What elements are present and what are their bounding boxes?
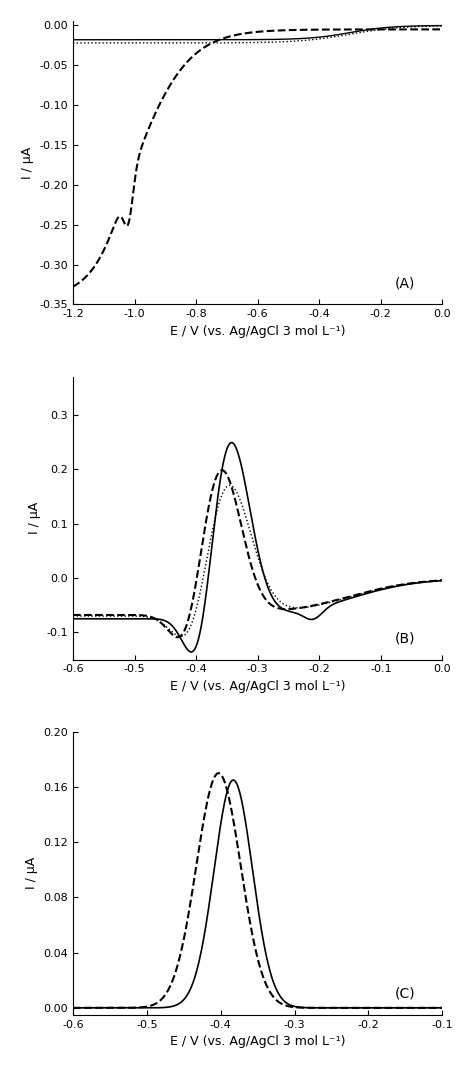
Y-axis label: I / μA: I / μA — [21, 146, 34, 179]
Text: (A): (A) — [394, 276, 415, 291]
Text: (B): (B) — [394, 632, 415, 646]
X-axis label: E / V (vs. Ag/AgCl 3 mol L⁻¹): E / V (vs. Ag/AgCl 3 mol L⁻¹) — [170, 325, 346, 338]
X-axis label: E / V (vs. Ag/AgCl 3 mol L⁻¹): E / V (vs. Ag/AgCl 3 mol L⁻¹) — [170, 1035, 346, 1049]
Y-axis label: I / μA: I / μA — [28, 502, 41, 534]
X-axis label: E / V (vs. Ag/AgCl 3 mol L⁻¹): E / V (vs. Ag/AgCl 3 mol L⁻¹) — [170, 680, 346, 693]
Text: (C): (C) — [394, 987, 415, 1001]
Y-axis label: I / μA: I / μA — [25, 857, 38, 889]
